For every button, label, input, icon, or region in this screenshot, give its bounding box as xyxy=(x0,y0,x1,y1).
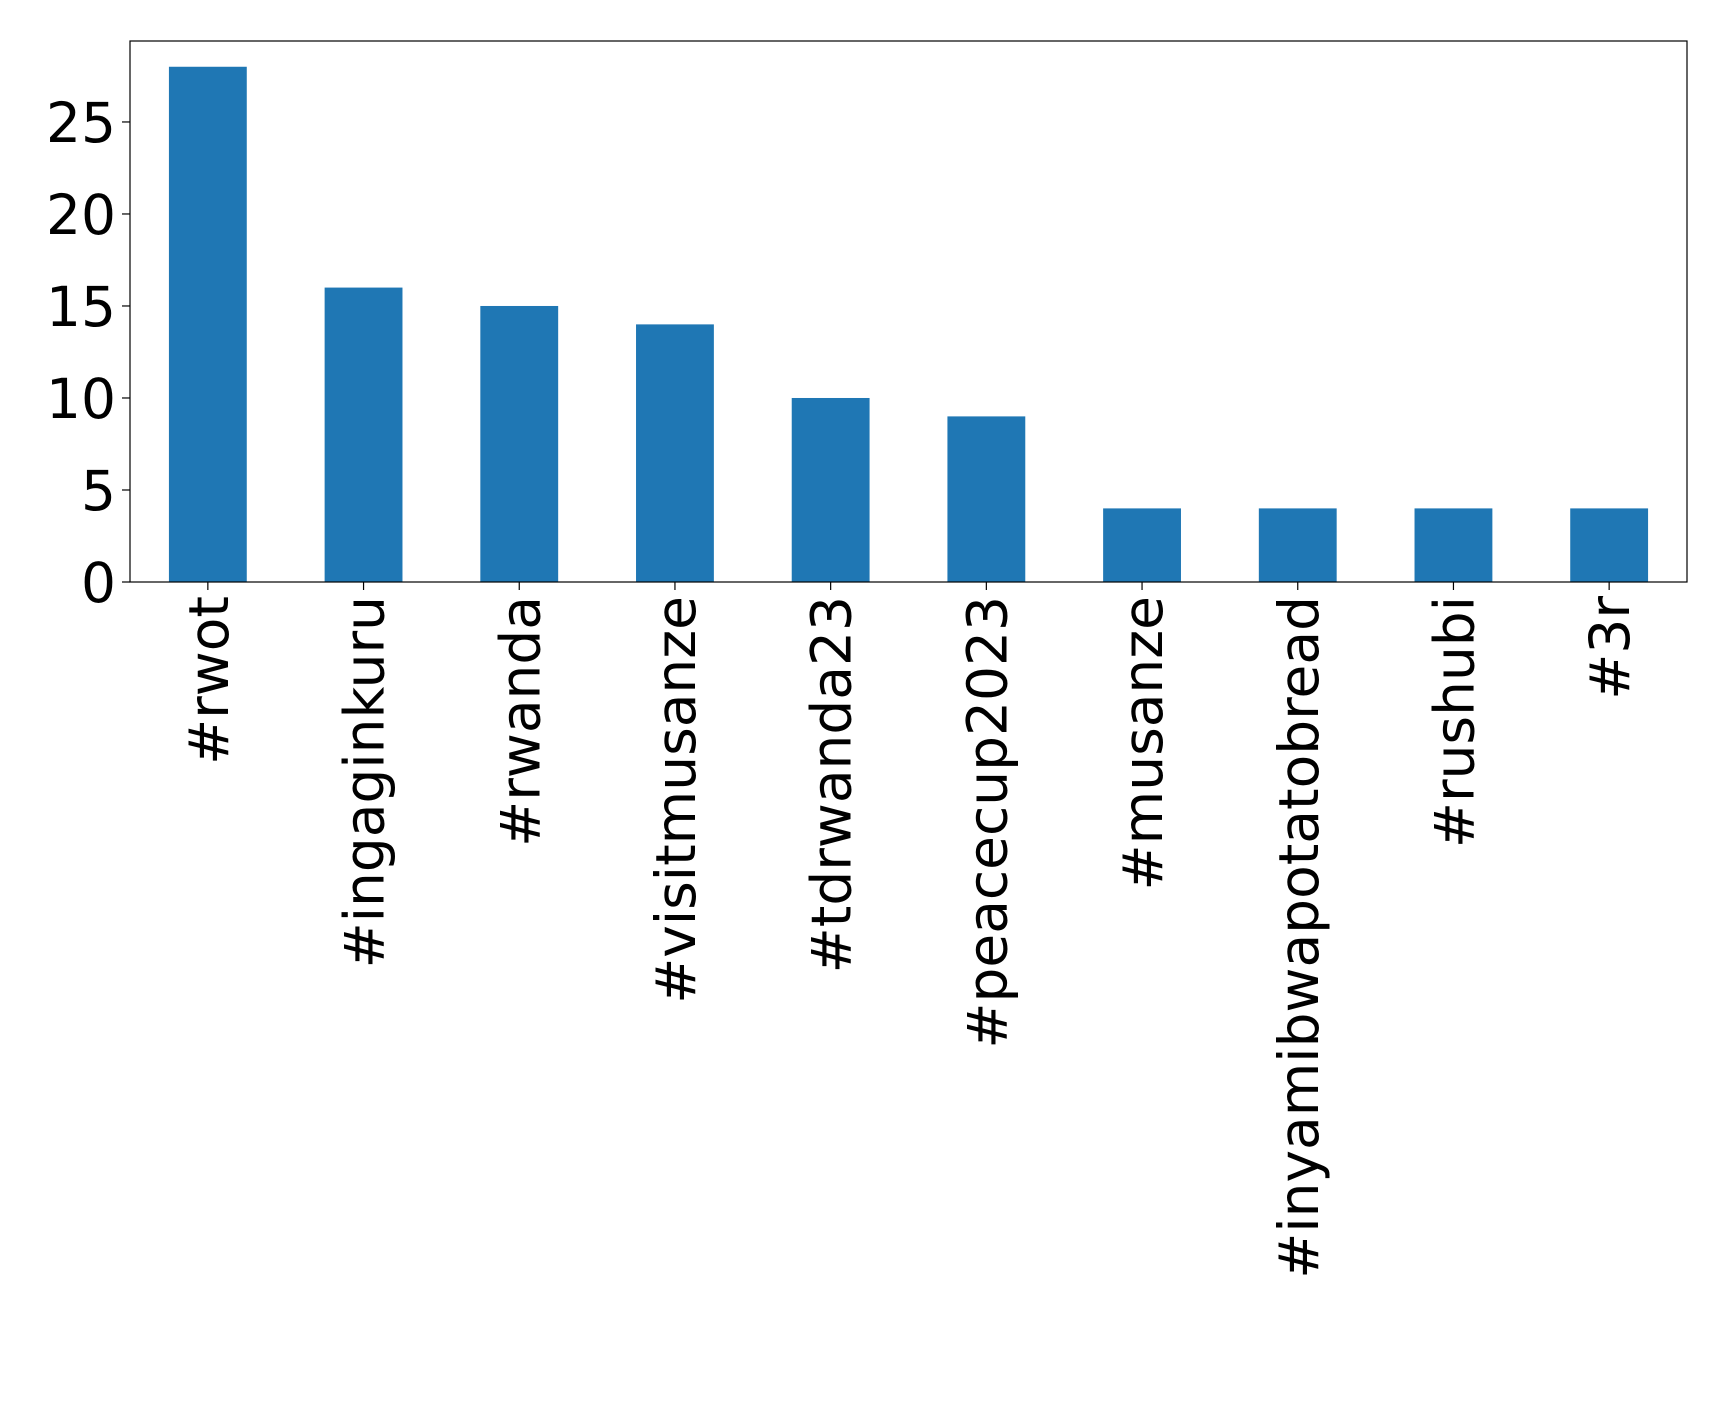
x-tick-label: #inyamibwapotatobread xyxy=(1267,596,1331,1279)
bar xyxy=(324,287,403,582)
y-tick-label: 15 xyxy=(46,275,116,339)
bar xyxy=(1258,508,1337,582)
x-tick-label: #musanze xyxy=(1111,596,1175,890)
bar xyxy=(480,305,559,582)
x-tick-label: #rwanda xyxy=(488,596,552,847)
x-tick-label: #rushubi xyxy=(1422,596,1486,848)
x-tick-label: #3r xyxy=(1578,596,1642,700)
y-tick-label: 20 xyxy=(46,183,116,247)
bar xyxy=(168,66,247,582)
x-tick-label: #visitmusanze xyxy=(644,596,708,1004)
plot-frame xyxy=(129,40,1688,583)
bar xyxy=(1414,508,1493,582)
bar xyxy=(791,397,870,582)
y-tick-label: 5 xyxy=(81,459,116,523)
bar xyxy=(1103,508,1181,582)
x-tick-label: #ingaginkuru xyxy=(333,596,397,968)
x-tick-label: #peacecup2023 xyxy=(955,596,1019,1049)
x-tick-label: #tdrwanda23 xyxy=(800,596,864,973)
y-tick-label: 0 xyxy=(81,551,116,615)
bar xyxy=(1570,508,1649,582)
x-tick-label: #rwot xyxy=(177,596,241,765)
bar xyxy=(947,416,1026,582)
bar xyxy=(636,324,714,582)
y-tick-label: 25 xyxy=(46,91,116,155)
y-tick-label: 10 xyxy=(46,367,116,431)
